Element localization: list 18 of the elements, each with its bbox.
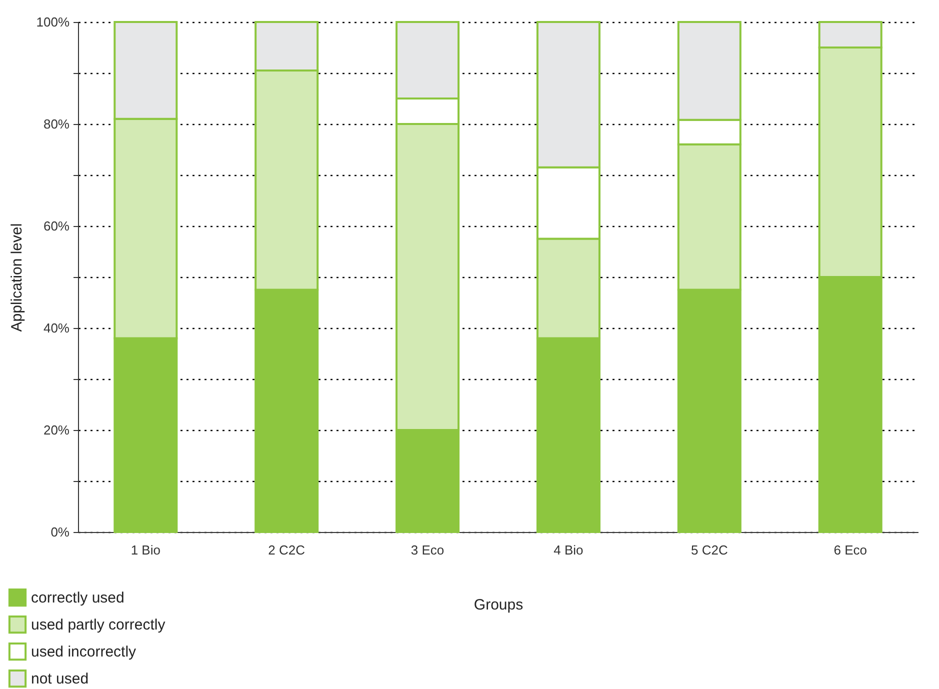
x-tick-label: 6 Eco bbox=[834, 542, 867, 558]
x-tick-label: 2 C2C bbox=[268, 542, 306, 558]
y-tick-label: 20% bbox=[43, 422, 70, 438]
x-tick-label: 5 C2C bbox=[690, 542, 728, 558]
y-tick-label: 40% bbox=[43, 320, 70, 336]
y-tick-label: 60% bbox=[43, 218, 70, 234]
x-axis-title: Groups bbox=[474, 596, 524, 614]
y-tick-label: 100% bbox=[36, 14, 70, 30]
y-tick-label: 80% bbox=[43, 116, 70, 132]
x-tick-label: 1 Bio bbox=[130, 542, 160, 558]
legend-label: used incorrectly bbox=[31, 644, 137, 660]
x-tick-label: 3 Eco bbox=[410, 542, 444, 558]
x-tick-label: 4 Bio bbox=[554, 542, 584, 558]
legend-label: used partly correctly bbox=[31, 616, 166, 634]
y-tick-label: 0% bbox=[50, 524, 70, 540]
legend-label: correctly used bbox=[31, 590, 124, 606]
legend-label: not used bbox=[31, 670, 89, 688]
y-axis-title: Application level bbox=[8, 223, 26, 332]
